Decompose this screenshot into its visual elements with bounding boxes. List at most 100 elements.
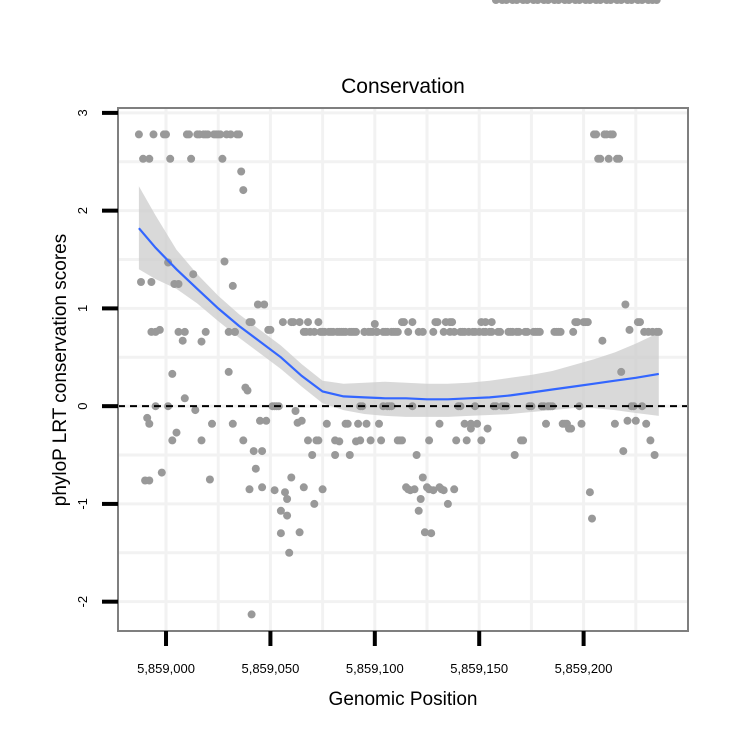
data-point — [623, 416, 632, 425]
data-point — [429, 486, 438, 495]
data-point — [418, 473, 427, 482]
data-point — [420, 528, 429, 537]
data-point — [168, 369, 177, 378]
chart-title: Conservation — [341, 75, 465, 98]
data-point — [400, 318, 408, 327]
data-point — [366, 436, 375, 445]
data-point — [134, 130, 143, 139]
data-point — [450, 485, 459, 494]
x-tick-label: 5,859,200 — [555, 661, 613, 676]
data-point — [460, 419, 469, 428]
data-point — [425, 436, 434, 445]
y-tick-label: -2 — [75, 596, 90, 608]
data-point — [314, 436, 323, 445]
data-point — [408, 318, 417, 327]
data-point — [606, 0, 615, 4]
data-point — [360, 327, 369, 336]
y-tick-label: 0 — [75, 403, 90, 410]
data-point — [650, 451, 659, 459]
data-point — [226, 130, 235, 139]
data-point — [452, 436, 461, 445]
data-point — [654, 327, 663, 336]
data-point — [514, 327, 523, 336]
x-tick-label: 5,859,150 — [450, 661, 508, 676]
y-tick-label: -1 — [75, 498, 90, 510]
data-point — [625, 325, 634, 334]
data-point — [544, 0, 553, 4]
data-point — [178, 336, 187, 345]
data-point — [145, 476, 154, 485]
data-point — [247, 610, 256, 619]
data-point — [387, 402, 396, 411]
data-point — [318, 485, 327, 494]
data-point — [596, 154, 605, 163]
data-point — [237, 167, 246, 176]
data-point — [224, 327, 233, 336]
data-point — [149, 130, 158, 139]
x-tick-label: 5,859,000 — [137, 661, 195, 676]
data-point — [483, 424, 492, 433]
data-point — [172, 428, 181, 437]
data-point — [523, 0, 532, 4]
data-point — [201, 327, 210, 336]
data-point — [443, 499, 452, 508]
x-tick-label: 5,859,050 — [241, 661, 299, 676]
data-point — [278, 318, 287, 327]
data-point — [439, 327, 448, 336]
y-tick-label: 3 — [75, 109, 90, 116]
data-point — [617, 367, 626, 376]
data-point — [168, 436, 177, 445]
data-point — [345, 451, 354, 459]
y-axis-ticks: -2 -1 0 1 2 3 — [75, 109, 118, 607]
data-point — [174, 280, 183, 288]
data-point — [256, 416, 264, 425]
data-point — [448, 318, 457, 327]
data-point — [310, 327, 319, 336]
data-point — [197, 436, 206, 445]
data-point — [285, 548, 294, 557]
data-point — [291, 407, 300, 415]
data-point — [289, 318, 298, 327]
data-point — [276, 529, 285, 538]
x-axis-ticks: 5,859,000 5,859,050 5,859,100 5,859,150 5,85… — [137, 631, 613, 676]
data-point — [164, 258, 173, 267]
data-point — [287, 473, 296, 482]
data-point — [270, 486, 279, 495]
data-points-layer — [134, 0, 663, 619]
data-point — [304, 318, 312, 327]
data-point — [218, 154, 227, 163]
data-point — [366, 327, 375, 336]
data-point — [247, 318, 256, 327]
data-point — [604, 154, 613, 163]
data-point — [636, 318, 644, 327]
data-point — [617, 0, 626, 4]
smooth-trend-line — [138, 227, 659, 401]
y-tick-label: 1 — [75, 305, 90, 312]
data-point — [370, 320, 379, 328]
data-point — [410, 485, 419, 494]
data-point — [354, 419, 363, 428]
data-point — [450, 327, 459, 336]
data-point — [331, 451, 340, 459]
data-point — [162, 130, 170, 139]
data-point — [191, 406, 200, 415]
data-point — [180, 394, 189, 403]
data-point — [322, 419, 331, 428]
data-point — [216, 130, 225, 139]
data-point — [608, 130, 617, 139]
data-point — [239, 436, 248, 445]
confidence-band-layer — [138, 186, 659, 417]
smooth-line-layer — [138, 227, 659, 401]
data-point — [510, 451, 519, 459]
data-point — [487, 318, 496, 327]
data-point — [598, 336, 607, 345]
data-point — [243, 386, 252, 395]
data-point — [197, 337, 206, 346]
data-point — [487, 327, 496, 336]
data-point — [638, 402, 647, 411]
data-point — [341, 419, 350, 428]
data-point — [491, 0, 500, 4]
data-point — [575, 0, 584, 4]
data-point — [276, 506, 285, 515]
data-point — [331, 436, 340, 445]
